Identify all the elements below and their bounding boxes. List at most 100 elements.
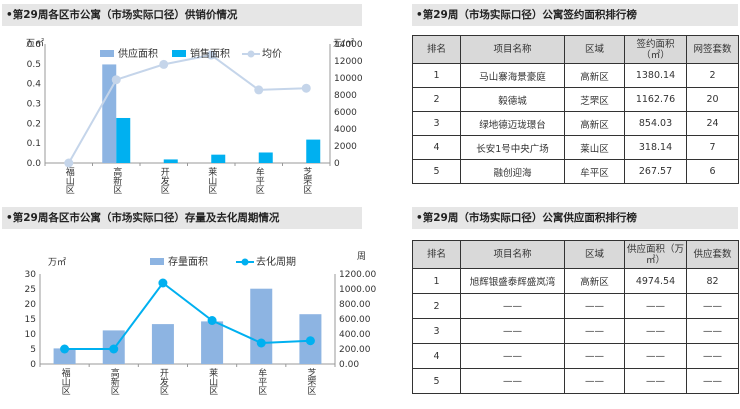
bar-a	[201, 321, 224, 364]
right-tick-label: 4000	[334, 125, 357, 135]
cell-rank: 1	[412, 268, 461, 294]
cell-units: 2	[686, 63, 739, 88]
table-row: 3 绿地德迈珑璟台 高新区 854.03 24	[412, 111, 739, 136]
right-tick-label: 0.00	[339, 360, 359, 370]
left-unit-label: 万㎡	[48, 257, 66, 268]
cell-area: ——	[624, 368, 687, 394]
table-header-row: 排名 项目名称 区域 供应面积（万㎡） 供应套数	[412, 240, 739, 269]
left-tick-label: 0.1	[27, 139, 41, 149]
cell-area: 854.03	[624, 111, 687, 136]
table-header-row: 排名 项目名称 区域 签约面积（㎡） 网签套数	[412, 35, 739, 64]
cell-units: 82	[686, 268, 739, 294]
legend-swatch	[241, 258, 249, 266]
line-series	[64, 281, 311, 350]
x-tick-label: 高新区	[111, 166, 122, 194]
x-tick-label: 福山区	[60, 367, 71, 395]
cell-project: 绿地德迈珑璟台	[460, 111, 565, 136]
cell-area: 4974.54	[624, 268, 687, 294]
stock-cycle-chart: 万㎡ 周 0 5 10 15 20 25 30 0.00 200.00 400.00 600.00 8…	[25, 251, 377, 395]
bar-a	[151, 324, 174, 364]
line-point	[207, 316, 217, 325]
x-tick-label: 高新区	[109, 367, 120, 395]
right-tick-label: 8000	[334, 91, 357, 101]
cell-rank: 5	[412, 159, 461, 184]
x-tick-label: 芝罘区	[301, 166, 312, 194]
sign-area-ranking-title: •第29周（市场实际口径）公寓签约面积排行榜	[412, 4, 738, 26]
left-tick-label: 0.5	[27, 60, 41, 70]
x-tick-label: 牟平区	[254, 166, 265, 194]
left-tick-label: 0	[30, 360, 36, 370]
cell-project: 融创迎海	[460, 159, 565, 184]
right-unit-label: 周	[357, 251, 366, 262]
right-tick-label: 12000	[334, 57, 363, 67]
line-point	[254, 85, 264, 95]
bar-a	[102, 64, 117, 163]
cell-rank: 1	[412, 63, 461, 88]
x-tick-label: 开发区	[159, 167, 170, 194]
cell-district: ——	[564, 293, 625, 319]
header-units: 网签套数	[686, 35, 739, 64]
left-tick-label: 0.4	[27, 80, 42, 90]
bar-a	[250, 288, 273, 364]
bar-b	[163, 159, 178, 163]
cell-area: 1380.14	[624, 63, 687, 88]
legend-swatch	[100, 50, 114, 57]
bar-b	[258, 152, 273, 163]
legend-swatch	[150, 258, 164, 265]
left-tick-label: 0.0	[27, 159, 42, 169]
cell-project: 长安1号中央广场	[460, 135, 565, 160]
cell-project: ——	[460, 343, 565, 369]
line-point	[206, 50, 216, 60]
cell-units: 7	[686, 135, 739, 160]
cell-district: ——	[564, 368, 625, 394]
bar-b	[211, 154, 226, 163]
right-tick-label: 10000	[334, 74, 363, 84]
header-district: 区域	[564, 240, 625, 269]
left-tick-label: 25	[25, 285, 36, 295]
left-tick-label: 15	[25, 315, 36, 325]
line-point	[159, 59, 169, 69]
left-tick-label: 30	[25, 270, 37, 280]
line-point	[256, 338, 266, 348]
header-rank: 排名	[412, 240, 461, 269]
right-tick-label: 400.00	[339, 330, 371, 340]
x-tick-label: 牟平区	[256, 367, 267, 395]
left-tick-label: 0.3	[27, 100, 41, 110]
header-sign-area: 签约面积（㎡）	[624, 35, 687, 64]
right-tick-label: 14000	[334, 40, 363, 50]
cell-rank: 2	[412, 293, 461, 319]
supply-sales-price-chart-title: •第29周各区市公寓（市场实际口径）供销价情况	[2, 4, 362, 26]
line-point	[158, 278, 168, 288]
cell-area: 318.14	[624, 135, 687, 160]
bar-b	[116, 117, 131, 163]
line-series	[67, 53, 307, 164]
sign-area-ranking-table: 排名 项目名称 区域 签约面积（㎡） 网签套数 1 马山寨海景豪庭 高新区 13…	[412, 35, 739, 184]
right-tick-label: 600.00	[339, 315, 371, 325]
table-row: 4 长安1号中央广场 莱山区 318.14 7	[412, 135, 739, 160]
bar-b	[306, 139, 321, 163]
cell-district: ——	[564, 318, 625, 344]
line-point	[305, 336, 315, 346]
cell-project: 旭辉银盛泰辉盛岚湾	[460, 268, 565, 294]
right-tick-label: 2000	[334, 142, 357, 152]
cell-district: ——	[564, 343, 625, 369]
cell-area: ——	[624, 318, 687, 344]
table-row: 2 —— —— —— ——	[412, 293, 739, 319]
supply-area-ranking-table: 排名 项目名称 区域 供应面积（万㎡） 供应套数 1 旭辉银盛泰辉盛岚湾 高新区…	[412, 240, 739, 394]
stock-cycle-chart-title: •第29周各区市公寓（市场实际口径）存量及去化周期情况	[2, 207, 362, 229]
legend-swatch	[172, 50, 186, 57]
header-project: 项目名称	[460, 35, 565, 64]
right-tick-label: 200.00	[339, 345, 371, 355]
right-tick-label: 6000	[334, 108, 357, 118]
header-rank: 排名	[412, 35, 461, 64]
x-tick-label: 开发区	[158, 368, 169, 395]
right-unit-label: 元/㎡	[333, 38, 354, 49]
legend-label: 存量面积	[168, 255, 208, 268]
cell-district: 高新区	[564, 63, 625, 88]
table-row: 2 毅德城 芝罘区 1162.76 20	[412, 87, 739, 112]
x-tick-label: 莱山区	[207, 367, 218, 395]
cell-units: ——	[686, 368, 739, 394]
table-row: 1 马山寨海景豪庭 高新区 1380.14 2	[412, 63, 739, 88]
legend-swatch	[247, 50, 255, 58]
left-tick-label: 0.2	[27, 119, 41, 129]
